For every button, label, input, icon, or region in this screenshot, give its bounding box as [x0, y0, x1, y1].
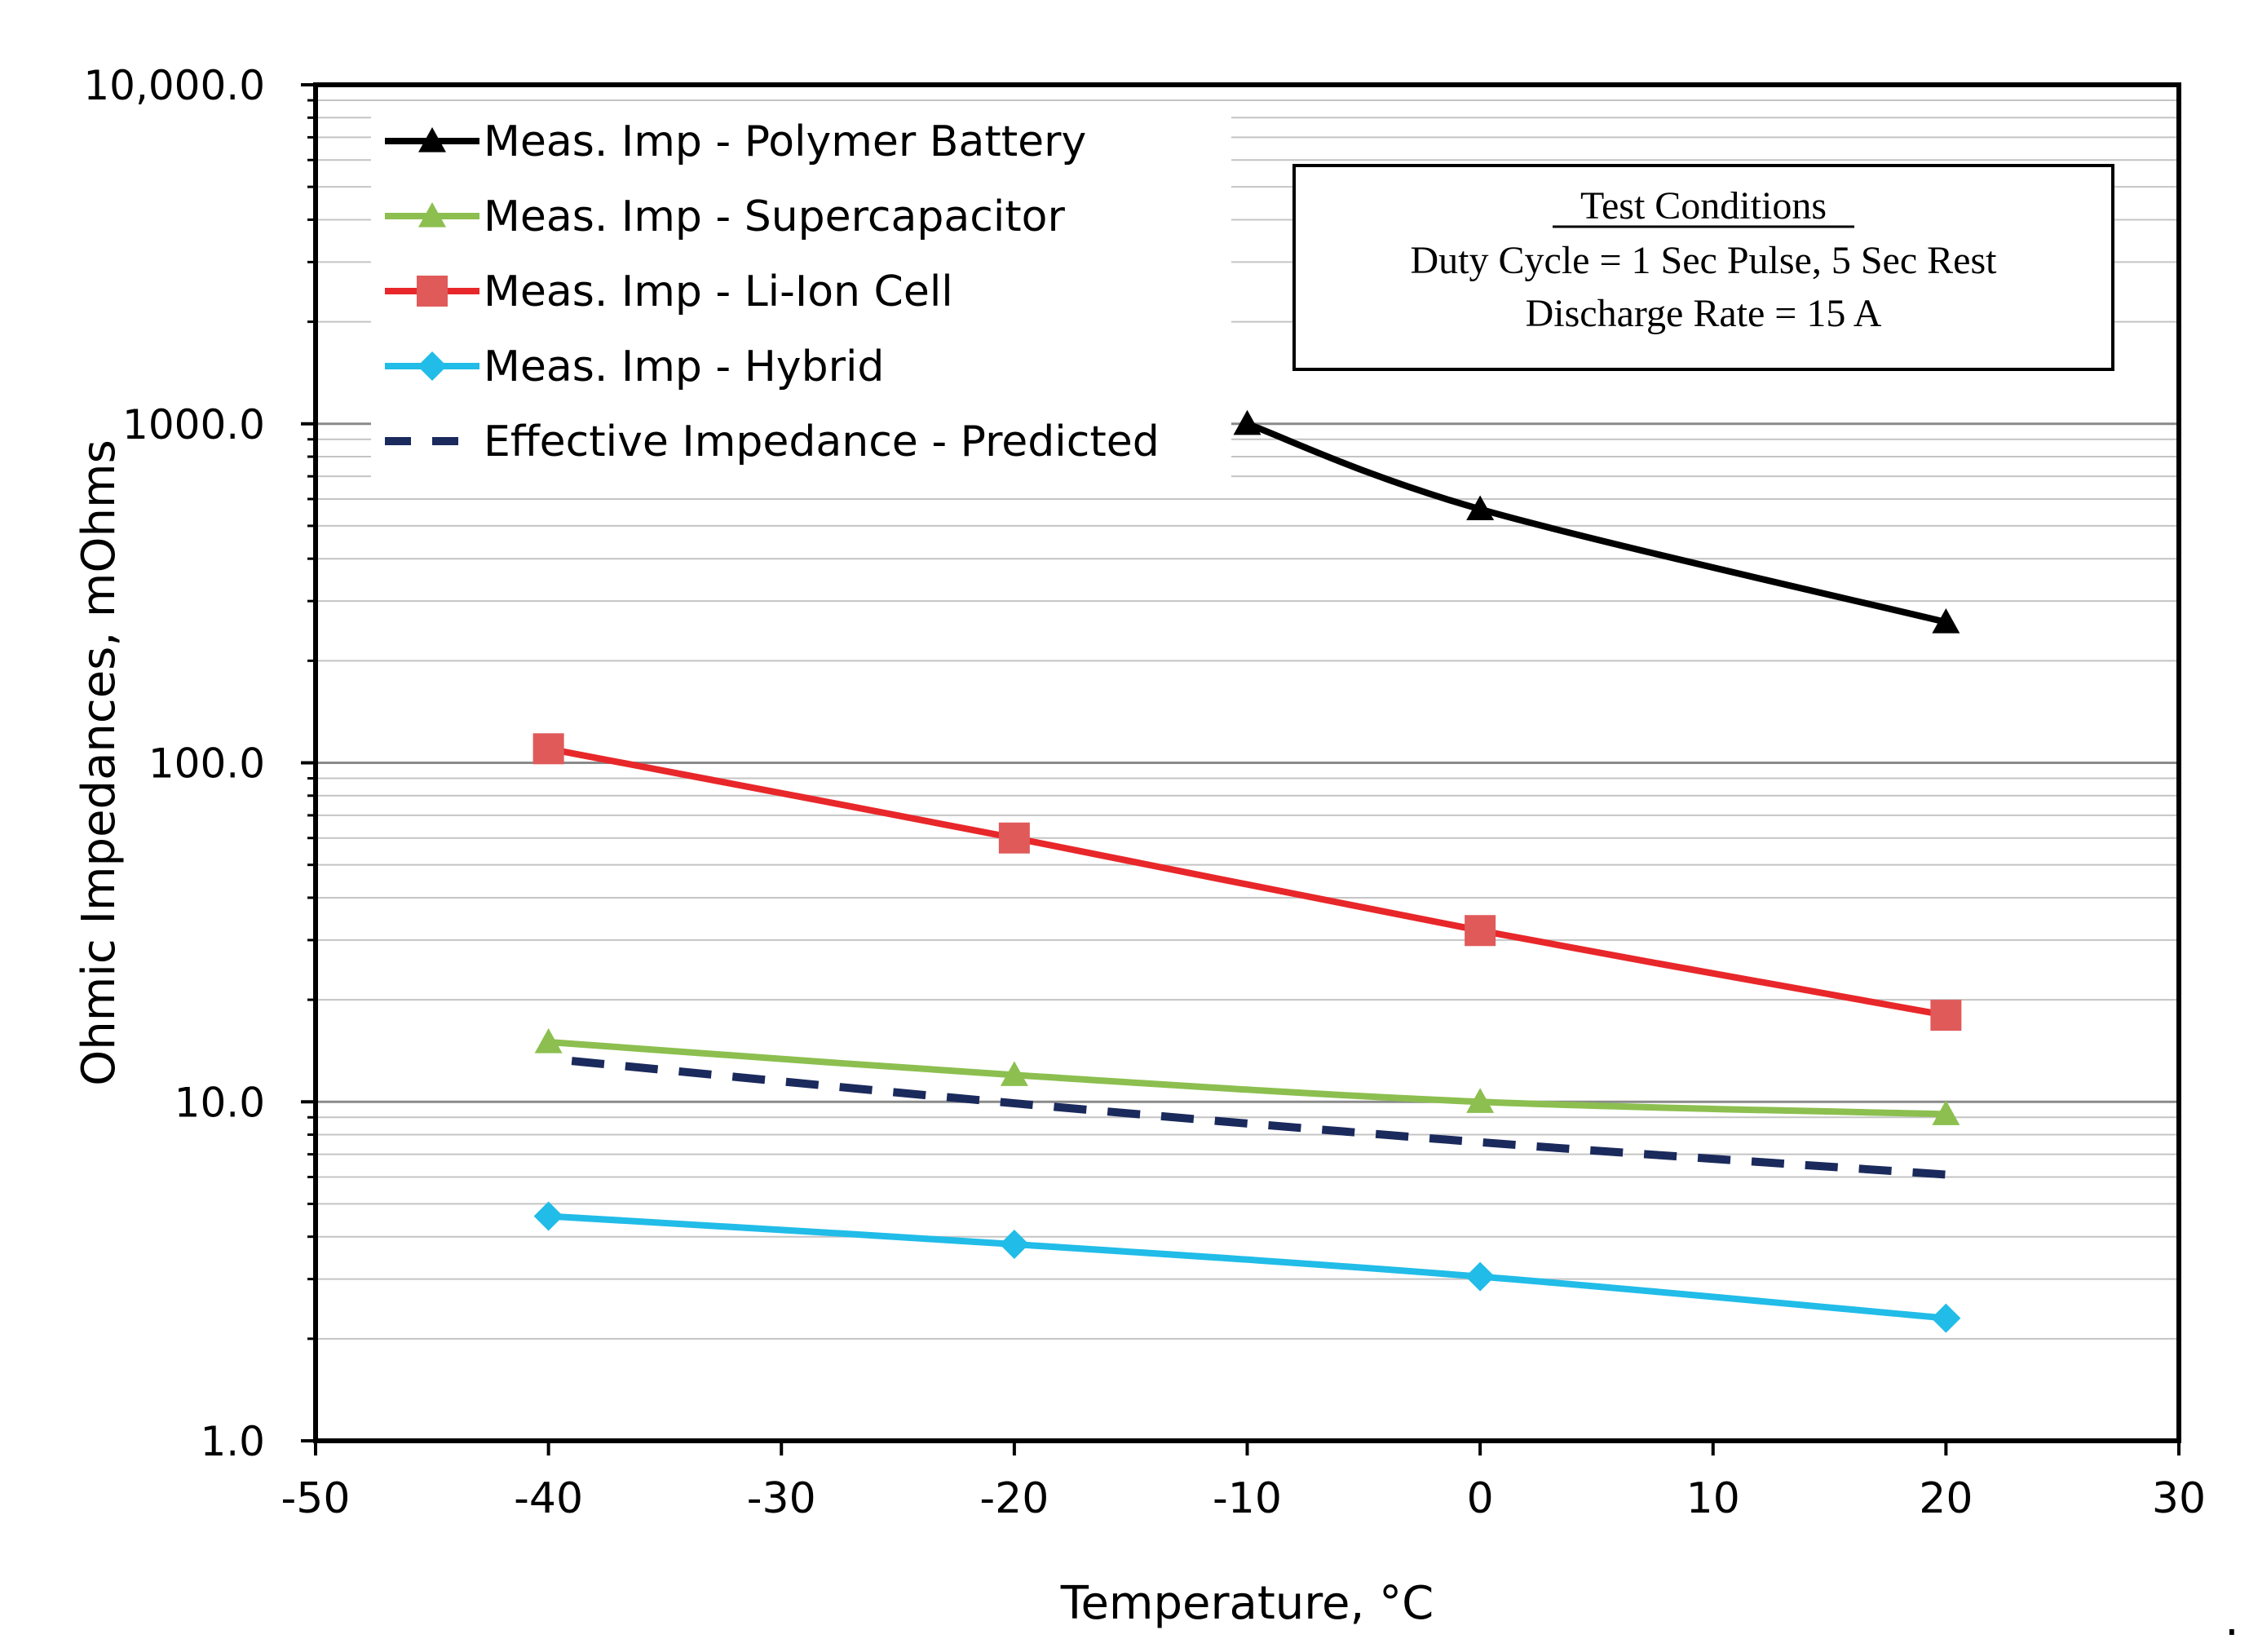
- test-conditions-line-rate: Discharge Rate = 15 A: [1526, 292, 1882, 335]
- axes: -50 -40 -30 -20 -10 0 10 20 30 1.0 10.0 100.0 1000.0…: [83, 62, 2206, 1523]
- series-layer: [532, 409, 1962, 1333]
- data-point: [418, 351, 447, 381]
- legend-label: Meas. Imp - Hybrid: [484, 342, 884, 391]
- x-tick-label: -40: [514, 1474, 583, 1523]
- trailing-dot: .: [2225, 1593, 2239, 1646]
- legend-label: Meas. Imp - Li-Ion Cell: [484, 267, 953, 316]
- y-tick-label: 1.0: [200, 1418, 265, 1465]
- x-tick-label: 30: [2152, 1474, 2206, 1523]
- data-point: [998, 822, 1030, 854]
- data-point: [417, 276, 448, 307]
- y-tick-label: 10.0: [175, 1079, 265, 1126]
- series-hybrid: [533, 1201, 1961, 1333]
- x-tick-label: -20: [979, 1474, 1049, 1523]
- data-point: [418, 202, 446, 227]
- y-tick-label: 10,000.0: [83, 62, 265, 109]
- series-effective-impedance-predicted: [571, 1057, 1946, 1179]
- series-line: [547, 745, 1947, 1019]
- data-point: [1465, 915, 1496, 947]
- data-point: [1932, 607, 1960, 634]
- legend-item-polymer-battery: Meas. Imp - Polymer Battery: [385, 117, 1086, 166]
- data-point: [418, 127, 446, 152]
- x-tick-label: -10: [1213, 1474, 1282, 1523]
- test-conditions-box: Test Conditions Duty Cycle = 1 Sec Pulse…: [1292, 164, 2114, 371]
- x-tick-label: 0: [1467, 1474, 1494, 1523]
- test-conditions-line-duty: Duty Cycle = 1 Sec Pulse, 5 Sec Rest: [1411, 239, 1998, 282]
- data-point: [532, 733, 564, 765]
- data-point: [534, 1028, 563, 1053]
- x-axis-title: Temperature, °C: [1060, 1577, 1434, 1630]
- legend-background: [371, 106, 1231, 481]
- data-point: [1233, 409, 1261, 435]
- series-supercapacitor: [534, 1028, 1960, 1125]
- series-li-ion-cell: [532, 733, 1962, 1031]
- series-line: [1246, 420, 1947, 625]
- legend-item-li-ion-cell: Meas. Imp - Li-Ion Cell: [385, 267, 953, 316]
- legend-item-supercapacitor: Meas. Imp - Supercapacitor: [385, 192, 1065, 241]
- series-line: [548, 1039, 1946, 1118]
- legend-label: Meas. Imp - Polymer Battery: [484, 117, 1086, 166]
- test-conditions-frame: [1292, 164, 2114, 371]
- data-point: [999, 1229, 1029, 1259]
- y-tick-label: 100.0: [148, 740, 265, 788]
- legend-item-hybrid: Meas. Imp - Hybrid: [385, 342, 884, 391]
- legend-item-effective-impedance-predicted: Effective Impedance - Predicted: [385, 417, 1160, 466]
- data-point: [1466, 495, 1495, 521]
- legend: Meas. Imp - Polymer Battery Meas. Imp - S…: [371, 106, 1231, 481]
- data-point: [1466, 1088, 1495, 1113]
- data-point: [1931, 1303, 1961, 1333]
- y-tick-label: 1000.0: [122, 401, 265, 448]
- data-point: [1932, 1100, 1960, 1125]
- y-axis-title: Ohmic Impedances, mOhms: [73, 440, 126, 1086]
- legend-label: Meas. Imp - Supercapacitor: [484, 192, 1065, 241]
- data-point: [1930, 1000, 1962, 1031]
- x-tick-label: -30: [747, 1474, 816, 1523]
- series-polymer-battery: [1233, 409, 1960, 634]
- x-tick-label: 20: [1919, 1474, 1973, 1523]
- test-conditions-title: Test Conditions: [1580, 184, 1827, 227]
- data-point: [1000, 1061, 1028, 1086]
- data-point: [533, 1201, 563, 1231]
- x-tick-label: -50: [281, 1474, 351, 1523]
- data-point: [1465, 1261, 1496, 1292]
- series-line: [548, 1212, 1946, 1322]
- x-tick-label: 10: [1686, 1474, 1740, 1523]
- series-line: [571, 1057, 1946, 1179]
- legend-label: Effective Impedance - Predicted: [484, 417, 1160, 466]
